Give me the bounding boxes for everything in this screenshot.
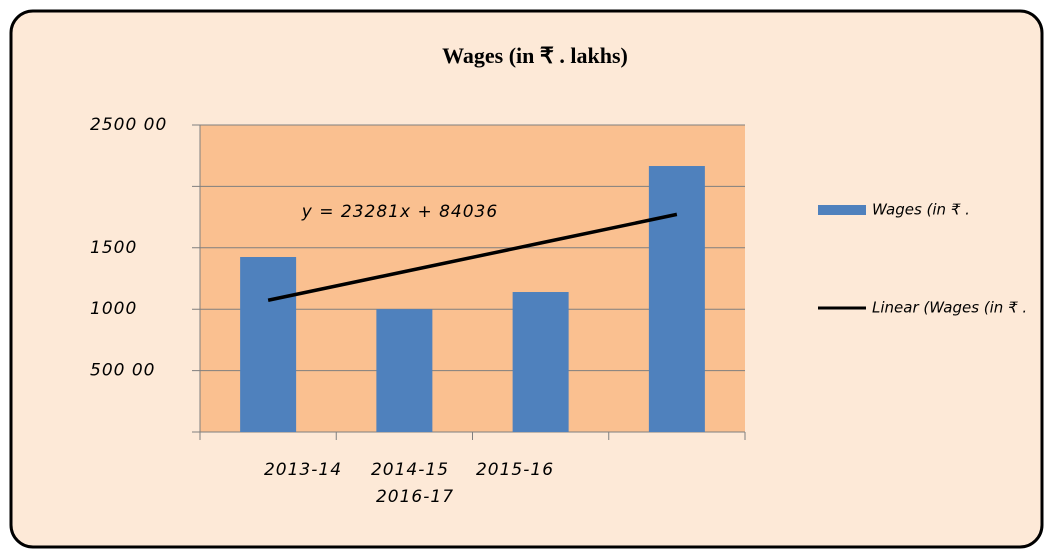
x-tick-label: 2016-17	[376, 487, 454, 507]
bar	[376, 309, 433, 432]
y-tick-label: 1000	[90, 299, 137, 319]
legend-label: Linear (Wages (in ₹ .	[872, 299, 1027, 317]
x-tick-label: 2015-16	[476, 460, 554, 480]
y-tick-label: 1500	[90, 238, 137, 258]
trend-line	[267, 212, 678, 302]
x-tick-label: 2013-14	[264, 460, 342, 480]
bar	[648, 166, 705, 432]
bar	[512, 292, 569, 432]
bar	[240, 257, 297, 432]
legend-label: Wages (in ₹ .	[872, 201, 970, 219]
x-tick-label: 2014-15	[371, 460, 449, 480]
chart-title: Wages (in ₹ . lakhs)	[442, 43, 628, 68]
y-tick-label: 500 00	[90, 361, 155, 381]
y-tick-label: 2500 00	[90, 115, 167, 135]
legend-swatch	[818, 205, 866, 215]
annotation: y = 23281x + 84036	[301, 202, 498, 222]
